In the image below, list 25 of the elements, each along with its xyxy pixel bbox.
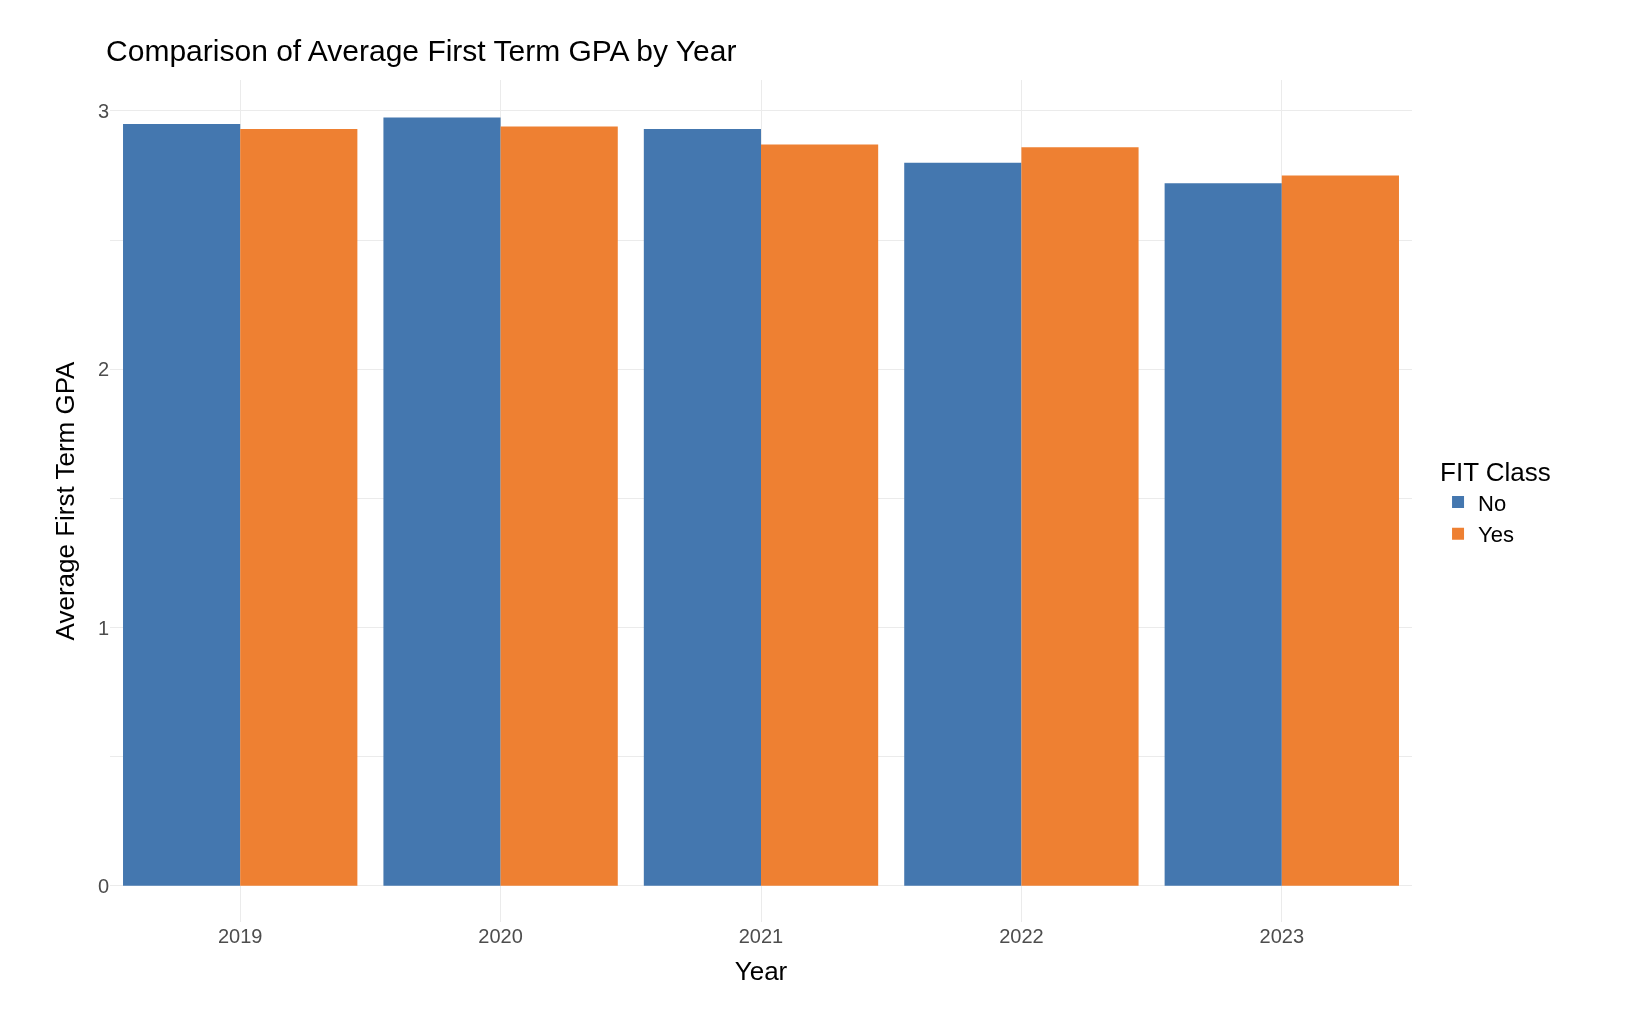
legend-title: FIT Class	[1440, 457, 1551, 488]
chart-title: Comparison of Average First Term GPA by Year	[106, 34, 737, 68]
legend-label: No	[1478, 490, 1507, 516]
bar	[240, 129, 358, 886]
y-tick-label: 2	[97, 358, 109, 381]
x-tick-label: 2023	[1259, 925, 1305, 947]
y-axis-title: Average First Term GPA	[50, 360, 81, 641]
y-tick-label: 3	[97, 99, 109, 122]
x-tick-label: 2020	[478, 925, 523, 947]
bar	[500, 126, 618, 886]
bar	[643, 129, 761, 886]
bar	[1021, 147, 1139, 886]
x-tick-label: 2021	[738, 925, 784, 947]
legend-label: Yes	[1478, 522, 1514, 548]
bar	[904, 162, 1022, 886]
x-tick-label: 2022	[999, 925, 1044, 947]
bar	[123, 123, 241, 886]
y-tick-label: 0	[97, 874, 109, 897]
bar	[1281, 175, 1399, 886]
x-axis-title: Year	[734, 955, 788, 986]
bar	[383, 117, 501, 886]
x-tick-label: 2019	[217, 925, 263, 947]
y-tick-label: 1	[97, 616, 109, 639]
bar	[1164, 183, 1282, 886]
bar	[761, 144, 879, 886]
